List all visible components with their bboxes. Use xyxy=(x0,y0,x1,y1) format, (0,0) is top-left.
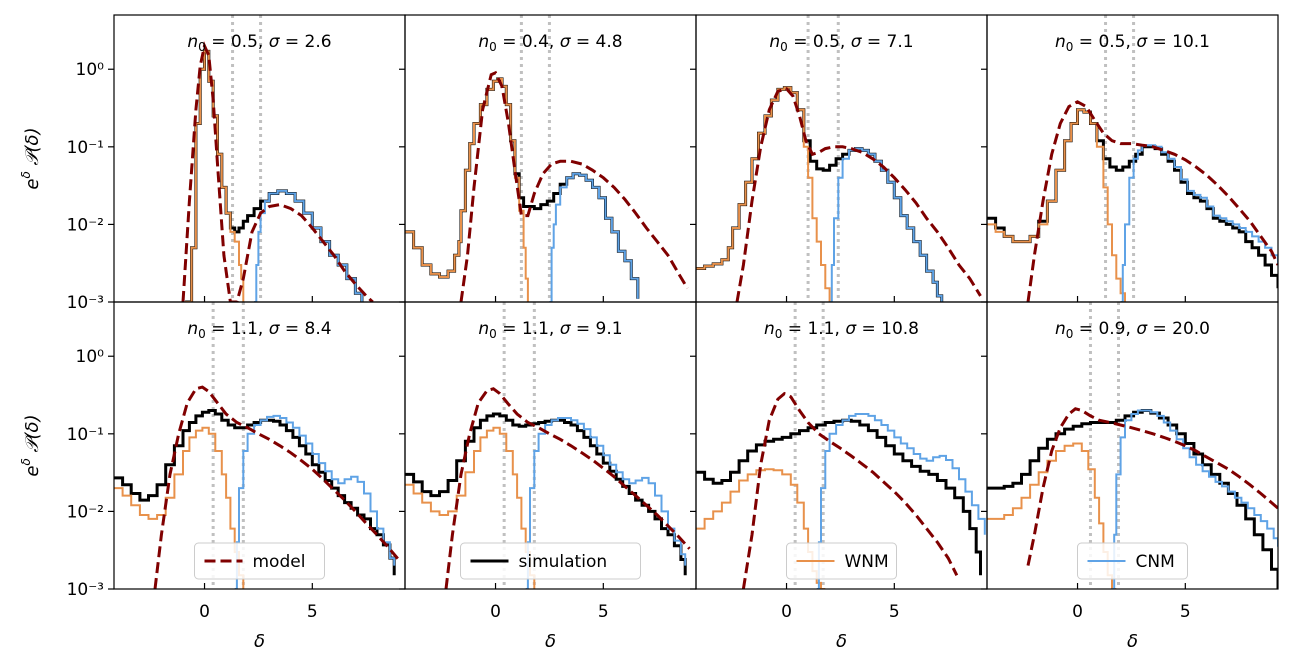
x-tick-label: 0 xyxy=(490,602,501,622)
panel-title: n0 = 1.1, σ = 8.4 xyxy=(187,319,331,341)
model-line xyxy=(1026,407,1278,566)
x-tick-label: 5 xyxy=(1180,602,1191,622)
panel-frame xyxy=(986,301,1279,590)
axes-layer: 10⁰ 10⁻¹ 10⁻² 10⁻³ eδ 𝒫(δ) 0 5 10⁰ 10⁻¹ 10⁻² 10⁻³ δ… xyxy=(19,60,1191,652)
cnm-line xyxy=(816,413,986,589)
panel-title: n0 = 0.5, σ = 7.1 xyxy=(769,32,913,54)
legend-box xyxy=(460,542,641,580)
model-line xyxy=(1026,100,1278,302)
x-tick-label: 0 xyxy=(199,602,210,622)
panel-8: n0 = 0.9, σ = 20.0 xyxy=(987,302,1278,589)
panel-3: n0 = 0.5, σ = 7.1 xyxy=(696,15,982,302)
legend-cnm: CNM xyxy=(1077,542,1188,580)
panel-4: n0 = 0.5, σ = 10.1 xyxy=(987,15,1278,302)
panel-1: n0 = 0.5, σ = 2.6 xyxy=(181,15,374,302)
model-line xyxy=(741,391,959,589)
legend-model: model xyxy=(194,542,325,580)
panel-title: n0 = 0.5, σ = 2.6 xyxy=(187,32,331,54)
cnm-line xyxy=(829,147,943,302)
panel-7: n0 = 1.1, σ = 10.8 xyxy=(696,302,986,589)
panel-title: n0 = 0.5, σ = 10.1 xyxy=(1055,32,1210,54)
legend-label: CNM xyxy=(1136,552,1175,572)
wnm-line xyxy=(987,442,1117,589)
cnm-line xyxy=(1120,144,1278,302)
panel-2: n0 = 0.4, σ = 4.8 xyxy=(405,15,689,302)
wnm-line xyxy=(405,426,536,589)
y-tick-label: 10⁻³ xyxy=(67,293,104,313)
panel-frames xyxy=(113,14,1279,590)
x-axis-label: δ xyxy=(254,631,265,652)
x-tick-label: 0 xyxy=(781,602,792,622)
cnm-line xyxy=(525,417,687,589)
cnm-line xyxy=(549,172,639,302)
cnm-line xyxy=(254,189,363,302)
y-tick-label: 10⁰ xyxy=(76,347,105,367)
panel-5: n0 = 1.1, σ = 8.4 xyxy=(114,302,400,589)
wnm-line xyxy=(987,108,1126,302)
panels-layer: n0 = 0.5, σ = 2.6 n0 = 0.4, σ = 4.8 n0 = 0… xyxy=(114,15,1278,589)
legend-wnm: WNM xyxy=(786,542,897,580)
y-tick-label: 10⁻² xyxy=(67,502,104,522)
x-axis-label: δ xyxy=(836,631,847,652)
model-line xyxy=(444,387,691,589)
x-tick-label: 5 xyxy=(307,602,318,622)
y-axis-label: eδ 𝒫(δ) xyxy=(19,414,43,476)
y-tick-label: 10⁻² xyxy=(67,215,104,235)
wnm-line xyxy=(114,426,245,589)
simulation-line xyxy=(405,77,640,299)
panel-title: n0 = 0.4, σ = 4.8 xyxy=(478,32,622,54)
legend-label: model xyxy=(253,552,306,572)
legend-label: WNM xyxy=(845,552,889,572)
model-line xyxy=(735,87,982,302)
x-tick-label: 5 xyxy=(889,602,900,622)
cnm-line xyxy=(234,414,396,589)
panel-6: n0 = 1.1, σ = 9.1 xyxy=(405,302,691,589)
x-tick-label: 0 xyxy=(1072,602,1083,622)
legend-box xyxy=(786,542,897,580)
legend-label: simulation xyxy=(519,552,608,572)
panel-title: n0 = 0.9, σ = 20.0 xyxy=(1055,319,1210,341)
x-axis-label: δ xyxy=(1127,631,1138,652)
wnm-line xyxy=(185,50,245,302)
legend-simulation: simulation xyxy=(460,542,641,580)
y-tick-label: 10⁰ xyxy=(76,60,105,80)
y-tick-label: 10⁻³ xyxy=(67,580,104,600)
wnm-line xyxy=(696,86,831,302)
x-axis-label: δ xyxy=(545,631,556,652)
simulation-line xyxy=(696,86,944,302)
legend-box xyxy=(194,542,325,580)
model-line xyxy=(153,385,400,589)
y-tick-label: 10⁻¹ xyxy=(67,138,104,158)
model-line xyxy=(181,41,374,302)
x-tick-label: 5 xyxy=(598,602,609,622)
panel-title: n0 = 1.1, σ = 9.1 xyxy=(478,319,622,341)
simulation-line xyxy=(185,49,364,302)
y-tick-label: 10⁻¹ xyxy=(67,425,104,445)
panel-title: n0 = 1.1, σ = 10.8 xyxy=(764,319,919,341)
legend-box xyxy=(1077,542,1188,580)
model-line xyxy=(459,70,689,302)
y-axis-label: eδ 𝒫(δ) xyxy=(19,127,43,189)
cnm-line xyxy=(1112,409,1278,589)
